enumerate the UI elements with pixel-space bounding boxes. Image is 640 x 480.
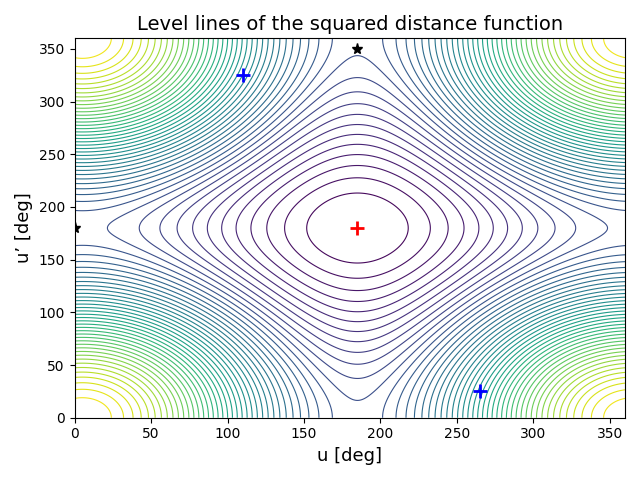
Y-axis label: u’ [deg]: u’ [deg]: [15, 192, 33, 264]
X-axis label: u [deg]: u [deg]: [317, 447, 382, 465]
Title: Level lines of the squared distance function: Level lines of the squared distance func…: [137, 15, 563, 34]
